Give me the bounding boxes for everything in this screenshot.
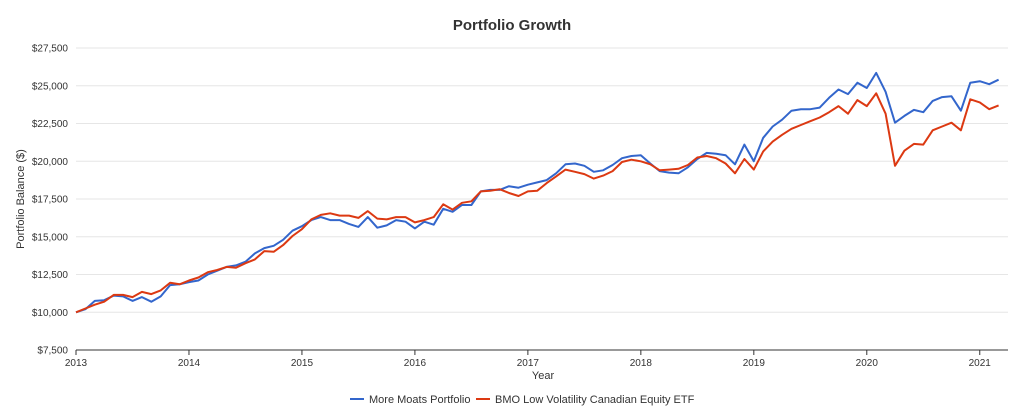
y-tick-label: $20,000 xyxy=(32,157,69,168)
y-tick-label: $15,000 xyxy=(32,232,69,243)
y-tick-label: $12,500 xyxy=(32,270,69,281)
legend-item-2[interactable]: BMO Low Volatility Canadian Equity ETF xyxy=(476,394,695,406)
x-tick-label: 2016 xyxy=(404,358,427,369)
y-axis-label: Portfolio Balance ($) xyxy=(15,149,27,249)
y-tick-label: $17,500 xyxy=(32,195,69,206)
x-tick-label: 2013 xyxy=(65,358,88,369)
x-tick-label: 2014 xyxy=(178,358,201,369)
legend-label: BMO Low Volatility Canadian Equity ETF xyxy=(495,394,695,406)
legend-item-1[interactable]: More Moats Portfolio xyxy=(350,394,470,406)
x-tick-label: 2015 xyxy=(291,358,314,369)
legend: More Moats Portfolio BMO Low Volatility C… xyxy=(350,394,695,406)
y-axis-ticks: $7,500 $10,000 $12,500 $15,000 $17,500 $20,00… xyxy=(32,44,69,357)
x-axis-label: Year xyxy=(532,370,555,382)
y-tick-label: $27,500 xyxy=(32,44,69,55)
series-lines xyxy=(75,71,1000,314)
series-line-2 xyxy=(75,92,999,314)
legend-label: More Moats Portfolio xyxy=(369,394,470,406)
y-tick-label: $7,500 xyxy=(37,346,68,357)
x-tick-label: 2017 xyxy=(517,358,540,369)
series-line-1 xyxy=(75,71,1000,314)
y-tick-label: $25,000 xyxy=(32,81,69,92)
x-axis-ticks: 2013 2014 2015 2016 2017 2018 2019 2020 2021 xyxy=(65,350,991,369)
y-tick-label: $10,000 xyxy=(32,308,69,319)
grid-lines xyxy=(76,47,1008,351)
y-tick-label: $22,500 xyxy=(32,119,69,130)
x-tick-label: 2018 xyxy=(630,358,653,369)
x-tick-label: 2020 xyxy=(856,358,879,369)
chart-title: Portfolio Growth xyxy=(453,17,571,34)
x-tick-label: 2019 xyxy=(743,358,766,369)
x-tick-label: 2021 xyxy=(969,358,992,369)
